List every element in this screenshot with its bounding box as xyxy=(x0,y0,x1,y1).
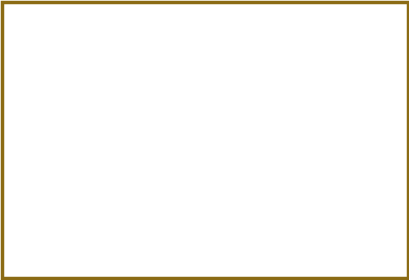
Circle shape xyxy=(121,176,139,194)
Circle shape xyxy=(127,179,133,185)
Polygon shape xyxy=(125,82,135,86)
Text: %: % xyxy=(4,155,54,203)
Text: Socio-Economic: Socio-Economic xyxy=(207,101,305,111)
Text: •: • xyxy=(213,55,218,65)
Circle shape xyxy=(121,76,139,94)
Circle shape xyxy=(83,155,90,160)
Circle shape xyxy=(170,104,176,110)
Text: Government Policy and Regula: Government Policy and Regula xyxy=(207,36,400,46)
Text: Distribution of population: Distribution of population xyxy=(220,120,345,130)
Circle shape xyxy=(164,151,182,169)
Circle shape xyxy=(170,155,176,160)
Polygon shape xyxy=(81,108,92,111)
Circle shape xyxy=(78,101,95,119)
Polygon shape xyxy=(125,183,135,186)
Text: Exchange rates: Exchange rates xyxy=(220,55,296,65)
Polygon shape xyxy=(81,157,92,161)
Text: •: • xyxy=(213,46,218,56)
Circle shape xyxy=(83,104,90,110)
Text: Number of service provide: Number of service provide xyxy=(220,92,350,102)
Text: Drivers of Cost:: Drivers of Cost: xyxy=(207,23,329,37)
FancyBboxPatch shape xyxy=(2,2,407,278)
Text: Type of service provider: Type of service provider xyxy=(220,83,337,93)
Text: •: • xyxy=(213,129,218,139)
Text: a proportion of the amount: a proportion of the amount xyxy=(5,8,146,18)
Text: TANCE: TANCE xyxy=(4,25,85,45)
Text: 5.    Governance and Risk Manag: 5. Governance and Risk Manag xyxy=(207,8,357,17)
Text: Capital controls: Capital controls xyxy=(220,64,297,74)
Circle shape xyxy=(164,101,182,119)
Text: •: • xyxy=(213,120,218,130)
Text: Regulation of remittance s: Regulation of remittance s xyxy=(220,46,350,56)
Text: •: • xyxy=(213,83,218,93)
Text: •: • xyxy=(213,64,218,74)
Text: Level of financial and/or e: Level of financial and/or e xyxy=(220,129,347,139)
Text: •: • xyxy=(213,111,218,121)
Circle shape xyxy=(104,109,155,161)
Circle shape xyxy=(78,151,95,169)
Text: oal: oal xyxy=(6,132,24,142)
Text: •: • xyxy=(213,92,218,102)
Polygon shape xyxy=(168,108,178,111)
Text: Number of migrants: Number of migrants xyxy=(220,111,319,121)
Circle shape xyxy=(127,80,133,85)
Text: t: t xyxy=(6,154,11,164)
Polygon shape xyxy=(168,157,178,161)
Text: *: * xyxy=(4,40,10,53)
Text: rage: rage xyxy=(6,143,33,153)
Text: Competition: Competition xyxy=(207,73,284,83)
